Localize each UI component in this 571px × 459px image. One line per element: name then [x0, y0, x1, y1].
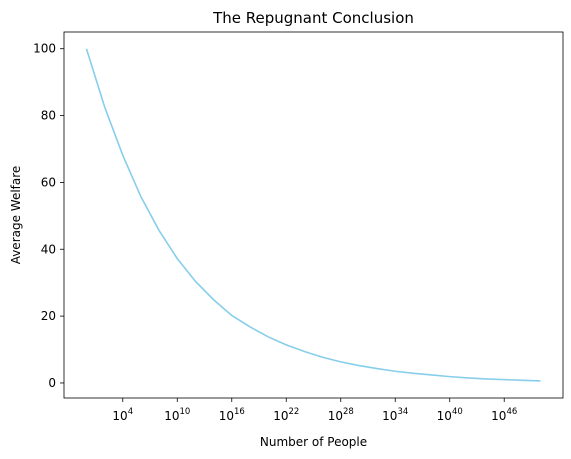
x-tick-label-base: 10 [328, 409, 343, 423]
x-axis-label: Number of People [260, 435, 367, 449]
plot-background [64, 32, 563, 398]
x-tick-label: 1022 [273, 407, 299, 423]
plot-area [63, 31, 564, 399]
x-tick-label: 1010 [164, 407, 190, 423]
x-tick-label-base: 10 [382, 409, 397, 423]
x-tick-label-exponent: 10 [179, 407, 190, 417]
plot-frame [63, 31, 564, 399]
y-tick-label: 0 [48, 376, 56, 390]
y-tick-label: 40 [41, 242, 56, 256]
x-tick-label: 1040 [437, 407, 463, 423]
x-tick-label-base: 10 [437, 409, 452, 423]
y-tick-label: 80 [41, 109, 56, 123]
y-tick-label: 60 [41, 175, 56, 189]
x-tick-label-exponent: 28 [343, 407, 354, 417]
series-line [85, 48, 541, 382]
x-tick-label-base: 10 [219, 409, 234, 423]
x-tick-label-base: 10 [164, 409, 179, 423]
x-tick-label-exponent: 40 [452, 407, 463, 417]
x-tick-label-exponent: 46 [506, 407, 517, 417]
x-tick-label: 1016 [219, 407, 245, 423]
y-tick-label: 100 [33, 42, 56, 56]
chart-title: The Repugnant Conclusion [212, 9, 414, 27]
x-tick-label-base: 10 [491, 409, 506, 423]
y-axis: 0 20 40 60 80 100 [33, 42, 64, 390]
x-tick-label: 1034 [382, 407, 408, 423]
x-tick-label-exponent: 16 [234, 407, 245, 417]
x-tick-label: 1028 [328, 407, 354, 423]
x-tick-label-base: 10 [112, 409, 127, 423]
x-tick-label-exponent: 4 [128, 407, 133, 417]
y-tick-label: 20 [41, 309, 56, 323]
x-tick-label-exponent: 22 [288, 407, 299, 417]
x-axis: 104 1010 1016 1022 1028 1034 1040 1046 [112, 398, 517, 423]
y-axis-label: Average Welfare [9, 166, 23, 265]
x-tick-label-base: 10 [273, 409, 288, 423]
x-tick-label: 104 [112, 407, 133, 423]
x-tick-label-exponent: 34 [397, 407, 408, 417]
x-tick-label: 1046 [491, 407, 517, 423]
